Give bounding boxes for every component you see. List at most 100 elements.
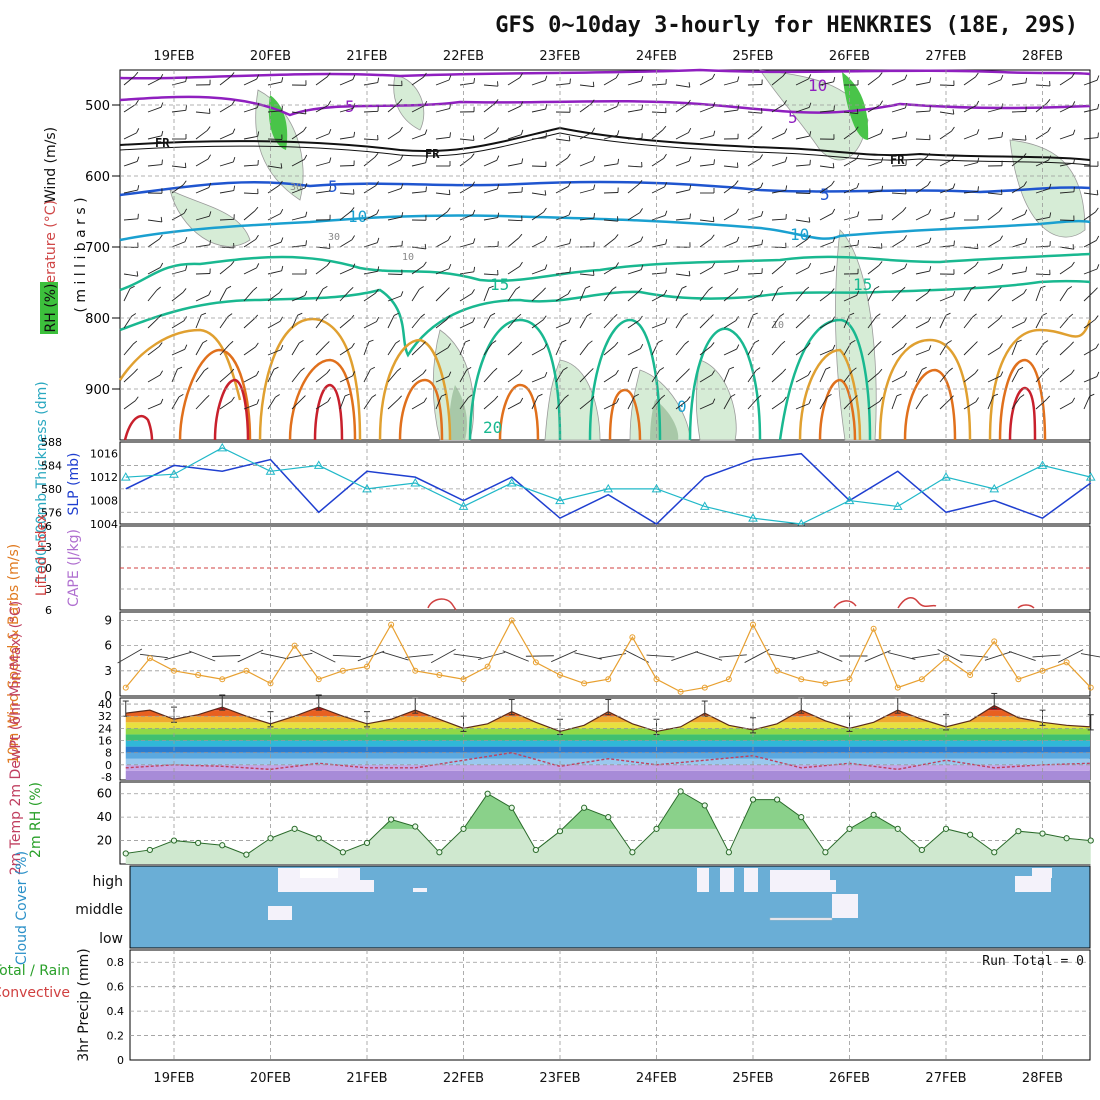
- wind-barb-flag: [160, 73, 164, 79]
- wind-barb-flag: [446, 207, 451, 213]
- wind-speed-marker: [822, 680, 829, 687]
- wind-barb-flag: [353, 103, 356, 109]
- wind-barb: [819, 213, 833, 221]
- wind-barb-flag: [903, 235, 907, 240]
- wind-barb: [1083, 211, 1096, 221]
- wind-barb: [987, 375, 1001, 383]
- wind-barb: [435, 290, 447, 302]
- wind-barb-flag: [491, 340, 497, 344]
- wind-barb-flag: [393, 312, 399, 316]
- wind-barb: [363, 292, 376, 302]
- wind-barb-flag: [273, 366, 279, 370]
- wind-barb: [483, 84, 498, 87]
- wind-barb-flag: [807, 234, 811, 240]
- wind-barb-flag: [281, 77, 284, 83]
- wind-barb: [747, 186, 761, 194]
- wind-barb: [675, 160, 690, 167]
- wind-barb: [675, 103, 688, 113]
- wind-barb: [531, 80, 546, 86]
- wind-barb: [147, 164, 162, 167]
- wind-barb: [411, 133, 426, 140]
- wind-barb: [1059, 134, 1074, 140]
- wind-barb: [723, 165, 738, 168]
- wind-barb: [771, 264, 784, 275]
- wind-barb-flag: [518, 233, 523, 239]
- wind-barb: [219, 218, 235, 221]
- wind-barb-flag: [782, 368, 787, 373]
- wind-barb: [603, 402, 617, 410]
- wind-barb: [1011, 185, 1025, 194]
- top-date-label: 20FEB: [250, 49, 291, 64]
- wind-speed-marker: [557, 672, 563, 678]
- wind-barb: [867, 344, 878, 356]
- wind-barb-flag: [977, 186, 979, 192]
- wind-barb-flag: [904, 263, 908, 269]
- wind-barb: [651, 322, 666, 329]
- temp-band: [125, 770, 1090, 780]
- wind-barb-flag: [159, 370, 164, 376]
- wind-barb: [843, 215, 858, 221]
- wind-barb: [411, 191, 426, 194]
- bottom-date-label: 24FEB: [636, 1071, 677, 1086]
- wind-barb-flag: [231, 100, 235, 106]
- wind-barb-flag: [344, 393, 350, 397]
- wind-barb-flag: [664, 318, 668, 324]
- wind-barb-flag: [833, 265, 836, 271]
- wind-barb: [411, 265, 424, 275]
- precip-total-label: Total / Rain: [0, 963, 70, 979]
- wind-barb-flag: [999, 235, 1004, 241]
- wind-barb-flag: [569, 78, 571, 84]
- slp-marker: [555, 495, 565, 505]
- wind-barb-flag: [201, 312, 207, 316]
- rh-markers: [122, 788, 1094, 858]
- wind-barb: [531, 376, 546, 383]
- wind-barb-flag: [568, 317, 572, 323]
- wind-barb: [291, 216, 306, 221]
- wind-barb: [891, 239, 905, 248]
- wind-speed-marker: [798, 676, 805, 683]
- wind-barb: [891, 290, 902, 302]
- wind-barb-flag: [683, 313, 688, 317]
- wind-barb: [195, 342, 204, 356]
- temp2m-tick-label: 40: [98, 698, 112, 711]
- slp-marker: [362, 483, 372, 493]
- wind-barb-flag: [1072, 129, 1076, 135]
- contour-label-10-cyan-2: 10: [790, 225, 809, 244]
- wind-barb-flag: [640, 236, 644, 242]
- wind-barb-flag: [1071, 261, 1075, 267]
- wind-barb-flag: [615, 73, 620, 79]
- wind-barb: [531, 347, 545, 356]
- surface-barb: [888, 652, 916, 660]
- wind-barb-flag: [736, 344, 740, 350]
- wind10m-tick-label: 9: [104, 613, 112, 627]
- wind-barb: [339, 375, 353, 383]
- temp2m-tick-label: -8: [101, 771, 112, 784]
- temp-band: [125, 716, 1090, 723]
- wind-barb: [1011, 369, 1019, 383]
- wind-barb-flag: [664, 182, 668, 188]
- wind-barb: [867, 76, 880, 86]
- wind-barb-flag: [831, 208, 836, 214]
- wind-barb-flag: [736, 162, 739, 168]
- wind-barb: [987, 318, 1000, 329]
- wind-barb: [363, 321, 377, 329]
- wind-barb-flag: [1071, 397, 1076, 403]
- wind-barb-flag: [133, 368, 138, 373]
- wind-barb-flag: [711, 73, 716, 79]
- wind-barb-flag: [182, 288, 187, 293]
- wind-barb: [915, 110, 930, 113]
- wind-barb-flag: [592, 81, 595, 87]
- wind-barb-flag: [329, 186, 332, 192]
- wind-barb: [819, 241, 834, 248]
- wind-speed-marker: [774, 667, 781, 674]
- wind-barb: [387, 245, 402, 248]
- wind-barb: [123, 75, 136, 86]
- wind-barb-flag: [1024, 209, 1028, 215]
- wind-speed-marker: [894, 684, 901, 691]
- wind-barb-flag: [662, 125, 667, 131]
- precip-convective-label: Convective: [0, 985, 70, 1001]
- wind-barb: [627, 396, 635, 410]
- wind-barb-flag: [832, 162, 835, 169]
- surface-barb: [284, 652, 313, 660]
- wind-barb: [459, 82, 474, 86]
